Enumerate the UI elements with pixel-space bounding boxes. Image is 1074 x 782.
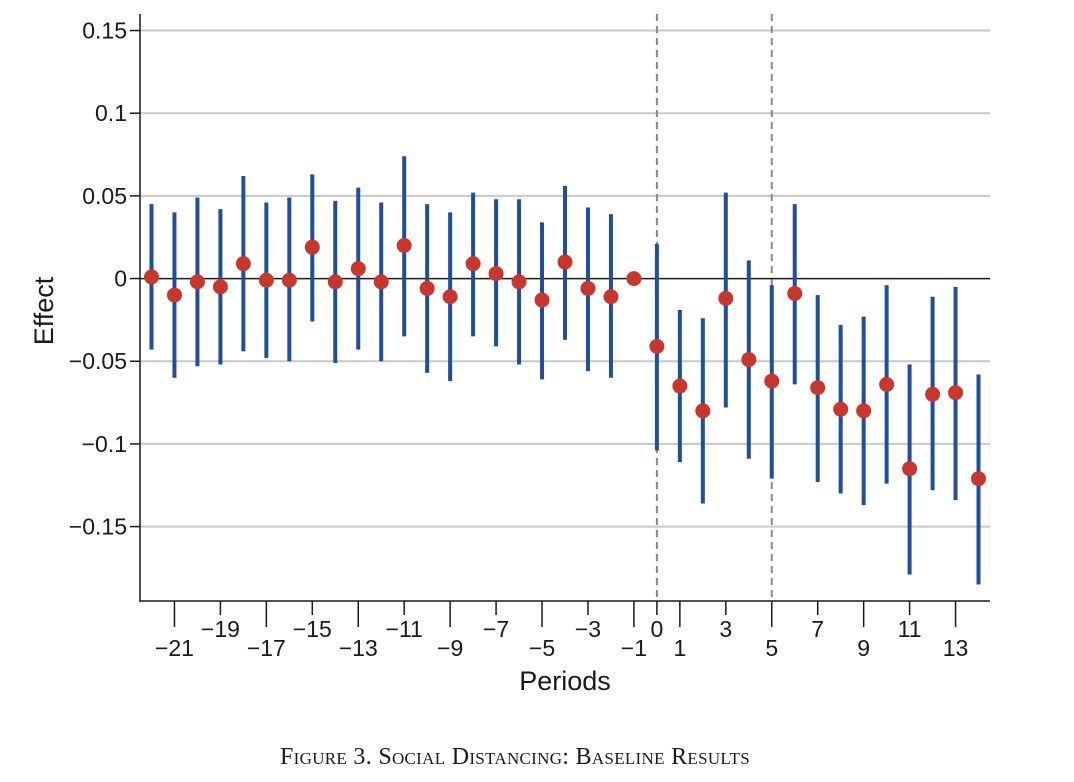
point-estimates [143, 237, 987, 487]
point-estimate [511, 274, 527, 290]
point-estimate [879, 376, 895, 392]
point-estimate [626, 271, 642, 287]
y-tick-label: −0.1 [82, 431, 127, 457]
point-estimate [373, 274, 389, 290]
point-estimate [419, 280, 435, 296]
point-estimate [948, 385, 964, 401]
x-tick-label: −19 [201, 616, 240, 642]
point-estimate [649, 338, 665, 354]
point-estimate [580, 280, 596, 296]
y-tick-label: 0.15 [82, 18, 127, 44]
y-tick-label: 0.1 [95, 100, 127, 126]
point-estimate [925, 386, 941, 402]
point-estimate [810, 380, 826, 396]
x-tick-label: 5 [765, 635, 778, 661]
point-estimate [212, 279, 228, 295]
x-tick-label: −3 [575, 616, 601, 642]
y-tick-label: −0.15 [69, 514, 127, 540]
point-estimate [304, 239, 320, 255]
point-estimate [557, 254, 573, 270]
point-estimate [902, 461, 918, 477]
point-estimate [856, 403, 872, 419]
point-estimate [143, 269, 159, 285]
x-tick-label: −15 [293, 616, 332, 642]
x-tick-label: −13 [339, 635, 378, 661]
confidence-intervals [149, 156, 981, 585]
point-estimate [189, 274, 205, 290]
x-tick-label: 3 [719, 616, 732, 642]
x-tick-label: −7 [483, 616, 509, 642]
y-tick-labels: 0.15 0.1 0.05 0 −0.05 −0.1 −0.15 [69, 18, 127, 540]
x-tick-label: 7 [811, 616, 824, 642]
point-estimate [695, 403, 711, 419]
point-estimate [235, 256, 251, 272]
point-estimate [350, 261, 366, 277]
point-estimate [971, 471, 987, 487]
point-estimate [603, 289, 619, 305]
point-estimate [327, 274, 343, 290]
x-tick-label: −11 [386, 616, 423, 642]
x-tick-label: −5 [529, 635, 555, 661]
point-estimate [396, 237, 412, 253]
point-estimate [442, 289, 458, 305]
point-estimate [258, 272, 274, 288]
x-tick-label: 9 [857, 635, 870, 661]
point-estimate [787, 285, 803, 301]
point-estimate [741, 352, 757, 368]
x-tick-label: 0 [650, 616, 663, 642]
x-tick-label: −9 [437, 635, 463, 661]
x-tick-label: 11 [898, 616, 922, 642]
point-estimate [833, 401, 849, 417]
x-tick-label: −1 [621, 635, 647, 661]
y-tick-label: −0.05 [69, 348, 127, 374]
x-axis-title: Periods [519, 666, 611, 696]
axes [130, 14, 990, 627]
point-estimate [465, 256, 481, 272]
x-tick-label: 1 [673, 635, 686, 661]
reference-lines [655, 14, 773, 601]
y-axis-title: Effect [29, 276, 59, 345]
x-tick-labels: −19 −15 −11 −7 −3 0 3 7 11−21 −17 −13 −9 −5 −1 1 5 9 13 [155, 616, 968, 661]
x-tick-label: −21 [155, 635, 194, 661]
point-estimate [672, 378, 688, 394]
point-estimate [281, 272, 297, 288]
point-estimate [488, 266, 504, 282]
point-estimate [764, 373, 780, 389]
y-tick-label: 0.05 [82, 183, 127, 209]
point-estimate [166, 287, 182, 303]
figure-caption: Figure 3. Social Distancing: Baseline Re… [280, 744, 750, 770]
point-estimate [718, 290, 734, 306]
point-estimate [534, 292, 550, 308]
y-tick-label: 0 [114, 266, 127, 292]
x-tick-label: 13 [943, 635, 969, 661]
x-tick-label: −17 [247, 635, 286, 661]
